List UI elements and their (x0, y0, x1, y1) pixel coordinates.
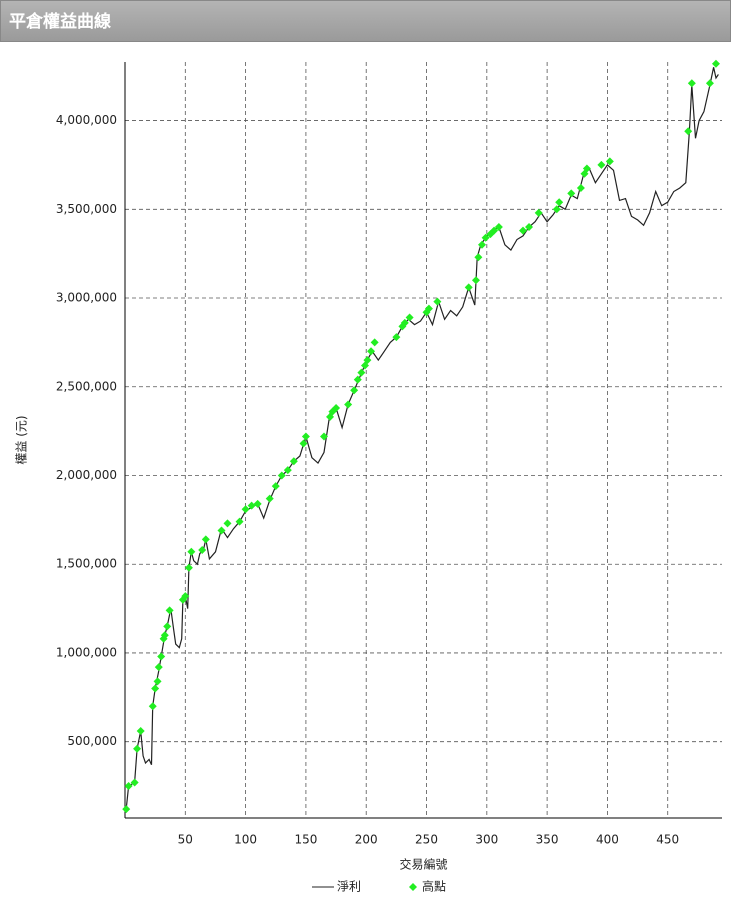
point (481, 233, 490, 242)
point (151, 684, 160, 693)
point (494, 223, 503, 232)
point (582, 164, 591, 173)
point (130, 778, 139, 787)
y-tick-label: 2,000,000 (56, 468, 117, 482)
x-tick-label: 200 (355, 833, 378, 847)
y-tick-label: 4,000,000 (56, 113, 117, 127)
point (519, 226, 527, 235)
x-tick-label: 250 (415, 833, 438, 847)
x-tick-label: 300 (475, 833, 498, 847)
point (477, 240, 486, 249)
x-axis-label: 交易編號 (399, 857, 447, 872)
point (344, 400, 353, 409)
point (187, 547, 196, 556)
point (148, 702, 157, 711)
point (711, 59, 720, 68)
point (534, 208, 543, 217)
x-tick-label: 100 (234, 833, 257, 847)
point (265, 494, 274, 503)
point (271, 482, 280, 491)
point (181, 592, 190, 601)
point (157, 652, 166, 661)
point (201, 535, 210, 544)
point (405, 313, 414, 322)
line (125, 67, 719, 810)
point (370, 338, 379, 347)
point (163, 622, 172, 631)
point (154, 663, 163, 672)
y-tick-label: 1,000,000 (56, 645, 117, 659)
point (705, 79, 714, 88)
point (490, 226, 499, 235)
point (136, 727, 145, 736)
point (552, 205, 561, 214)
y-tick-label: 3,500,000 (56, 202, 117, 216)
point (474, 253, 483, 262)
point (464, 283, 473, 292)
legend-swatch (409, 883, 417, 891)
point (247, 501, 256, 510)
point (332, 404, 341, 413)
point (433, 297, 442, 306)
point (353, 375, 362, 384)
point (184, 563, 193, 572)
point (153, 677, 162, 686)
point (576, 184, 585, 192)
point (277, 471, 286, 480)
x-tick-label: 150 (294, 833, 317, 847)
point (289, 457, 298, 466)
point (555, 198, 564, 207)
point (605, 157, 614, 166)
point (283, 466, 292, 475)
x-tick-label: 50 (178, 833, 193, 847)
point (367, 347, 376, 356)
point (471, 276, 480, 285)
y-tick-label: 1,500,000 (56, 557, 117, 571)
y-tick-label: 2,500,000 (56, 379, 117, 393)
point (357, 368, 366, 377)
x-tick-label: 350 (536, 833, 559, 847)
point (424, 304, 433, 313)
point (160, 631, 169, 640)
point (253, 499, 262, 508)
x-tick-label: 400 (596, 833, 619, 847)
y-tick-label: 500,000 (67, 734, 117, 748)
point (223, 519, 232, 528)
point (301, 432, 310, 441)
point (400, 318, 409, 327)
point (241, 505, 250, 514)
y-axis-label: 權益 (元) (15, 415, 29, 464)
point (392, 333, 401, 342)
y-tick-label: 3,000,000 (56, 291, 117, 305)
point (133, 744, 142, 753)
point (122, 805, 131, 814)
header-title: 平倉權益曲線 (0, 0, 731, 42)
point (299, 439, 308, 448)
point (235, 517, 244, 526)
point (350, 386, 359, 395)
x-tick-label: 450 (656, 833, 679, 847)
point (684, 127, 693, 136)
legend-label: 淨利 (337, 880, 361, 894)
point (217, 526, 226, 535)
point (567, 189, 576, 198)
point (198, 546, 207, 555)
point (687, 79, 696, 88)
point (525, 223, 534, 232)
point (363, 356, 372, 365)
point (165, 606, 174, 615)
point (124, 782, 133, 791)
point (320, 432, 328, 441)
point (597, 160, 606, 169)
legend-label: 高點 (422, 879, 446, 894)
